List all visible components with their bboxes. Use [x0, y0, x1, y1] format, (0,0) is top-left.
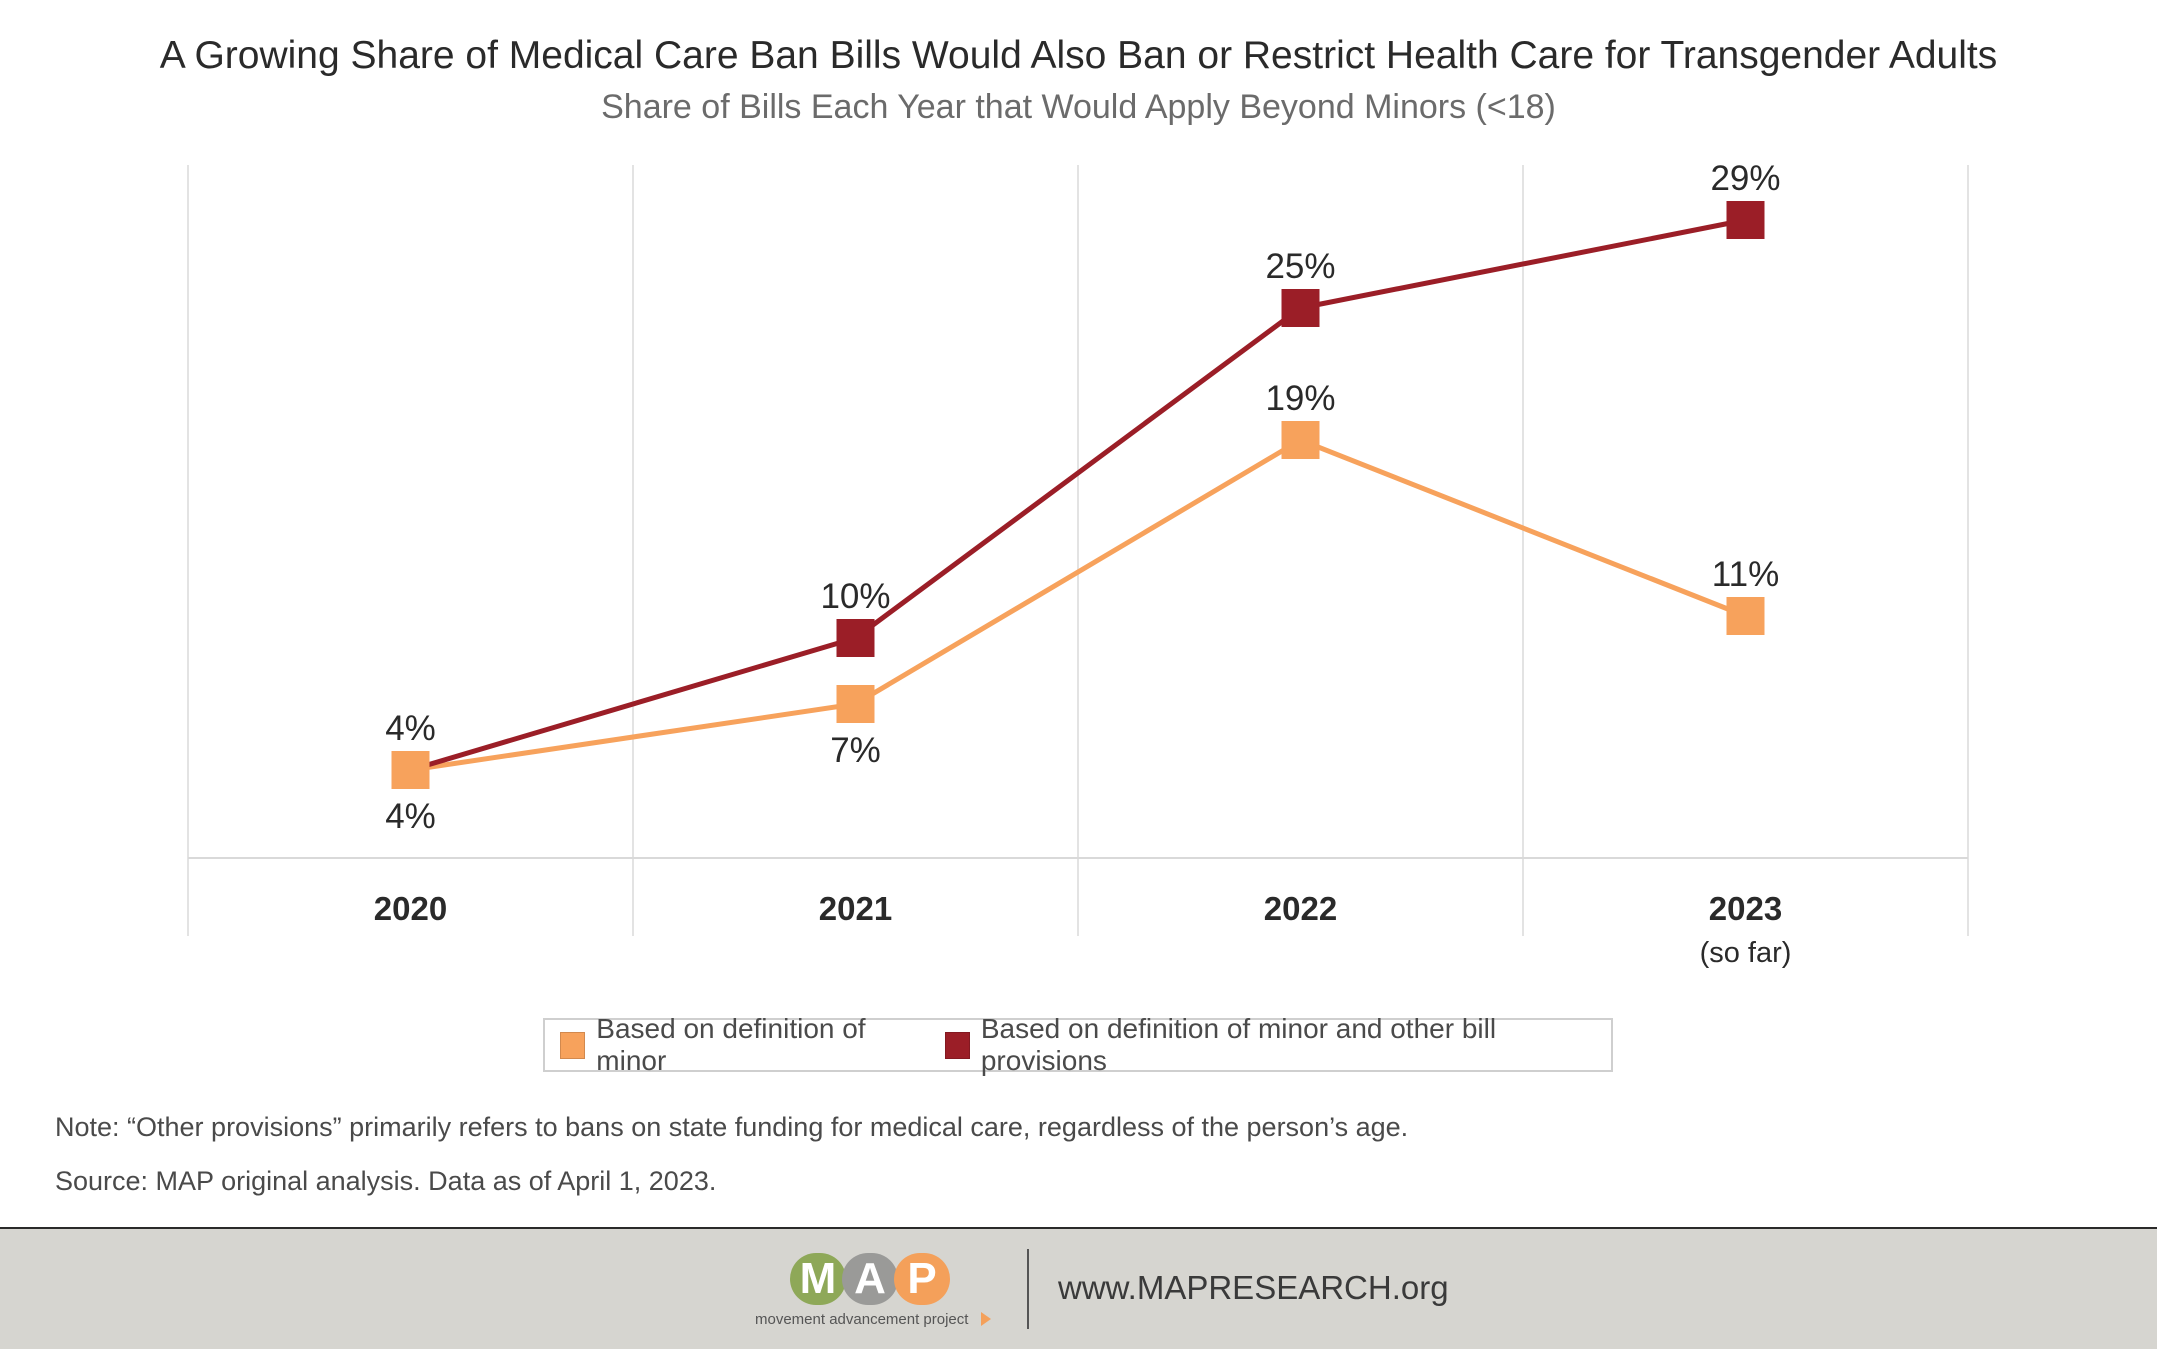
chart-lines	[409, 217, 1747, 773]
series-marker-0-2022	[1281, 421, 1320, 459]
series-marker-0-2023	[1726, 597, 1765, 635]
series-marker-0-2021	[836, 685, 875, 723]
chart-legend: Based on definition of minor Based on de…	[543, 1013, 1613, 1076]
x-tick-label-2021: 2021	[819, 890, 892, 927]
legend-label-minor-and-provisions: Based on definition of minor and other b…	[980, 1013, 1497, 1076]
x-axis: 2020 2021 2022 2023 (so far)	[374, 890, 1792, 969]
chart-markers	[391, 201, 1765, 789]
legend-item-minor: Based on definition of minor	[560, 1013, 920, 1077]
legend-item-minor-and-provisions: Based on definition of minor and other b…	[944, 1013, 1586, 1077]
footer-url-link[interactable]: www.MAPRESEARCH.org	[1058, 1269, 1449, 1306]
data-label-0-2022: 19%	[1265, 379, 1335, 418]
map-logo: M A P movement advancement project	[755, 1253, 995, 1333]
series-marker-1-2021	[836, 619, 875, 657]
chart-title: A Growing Share of Medical Care Ban Bill…	[159, 34, 1998, 77]
series-marker-0-2020	[391, 751, 430, 789]
chart-data-labels: 4% 7% 19% 11% 4% 10% 25% 29%	[385, 159, 1780, 836]
chart-source: Source: MAP original analysis. Data as o…	[55, 1166, 717, 1196]
logo-letter-m: M	[790, 1253, 846, 1305]
legend-swatch-minor	[560, 1031, 586, 1059]
chart-grid	[187, 165, 1969, 936]
data-label-0-2021: 7%	[830, 731, 881, 770]
series-line-1	[409, 217, 1746, 773]
data-label-1-2020: 4%	[385, 709, 436, 748]
line-chart: 4% 7% 19% 11% 4% 10% 25% 29% 2020 2021 2022 2023 (s…	[187, 159, 1969, 969]
chart-subtitle: Share of Bills Each Year that Would Appl…	[601, 88, 1556, 126]
x-tick-sublabel-2023: (so far)	[1700, 937, 1792, 969]
legend-swatch-minor-and-provisions	[944, 1031, 970, 1059]
logo-arrow-icon	[981, 1312, 991, 1326]
data-label-1-2022: 25%	[1265, 247, 1335, 286]
logo-tagline: movement advancement project	[755, 1311, 969, 1328]
footer: M A P movement advancement project www.M…	[0, 1229, 2157, 1349]
chart-note: Note: “Other provisions” primarily refer…	[55, 1112, 1409, 1142]
legend-label-minor: Based on definition of minor	[596, 1013, 866, 1076]
x-tick-label-2023: 2023	[1709, 890, 1782, 927]
x-tick-label-2020: 2020	[374, 890, 447, 927]
data-label-1-2023: 29%	[1710, 159, 1780, 198]
footer-separator	[1027, 1249, 1029, 1329]
series-marker-1-2023	[1726, 201, 1765, 239]
logo-letter-a: A	[842, 1253, 898, 1305]
series-line-0	[410, 437, 1747, 773]
logo-letter-p: P	[894, 1253, 950, 1305]
x-tick-label-2022: 2022	[1264, 890, 1337, 927]
footer-divider-rule	[0, 1227, 2157, 1229]
data-label-0-2020: 4%	[385, 797, 436, 836]
series-marker-1-2022	[1281, 289, 1320, 327]
data-label-1-2021: 10%	[820, 577, 890, 616]
data-label-0-2023: 11%	[1712, 555, 1779, 594]
